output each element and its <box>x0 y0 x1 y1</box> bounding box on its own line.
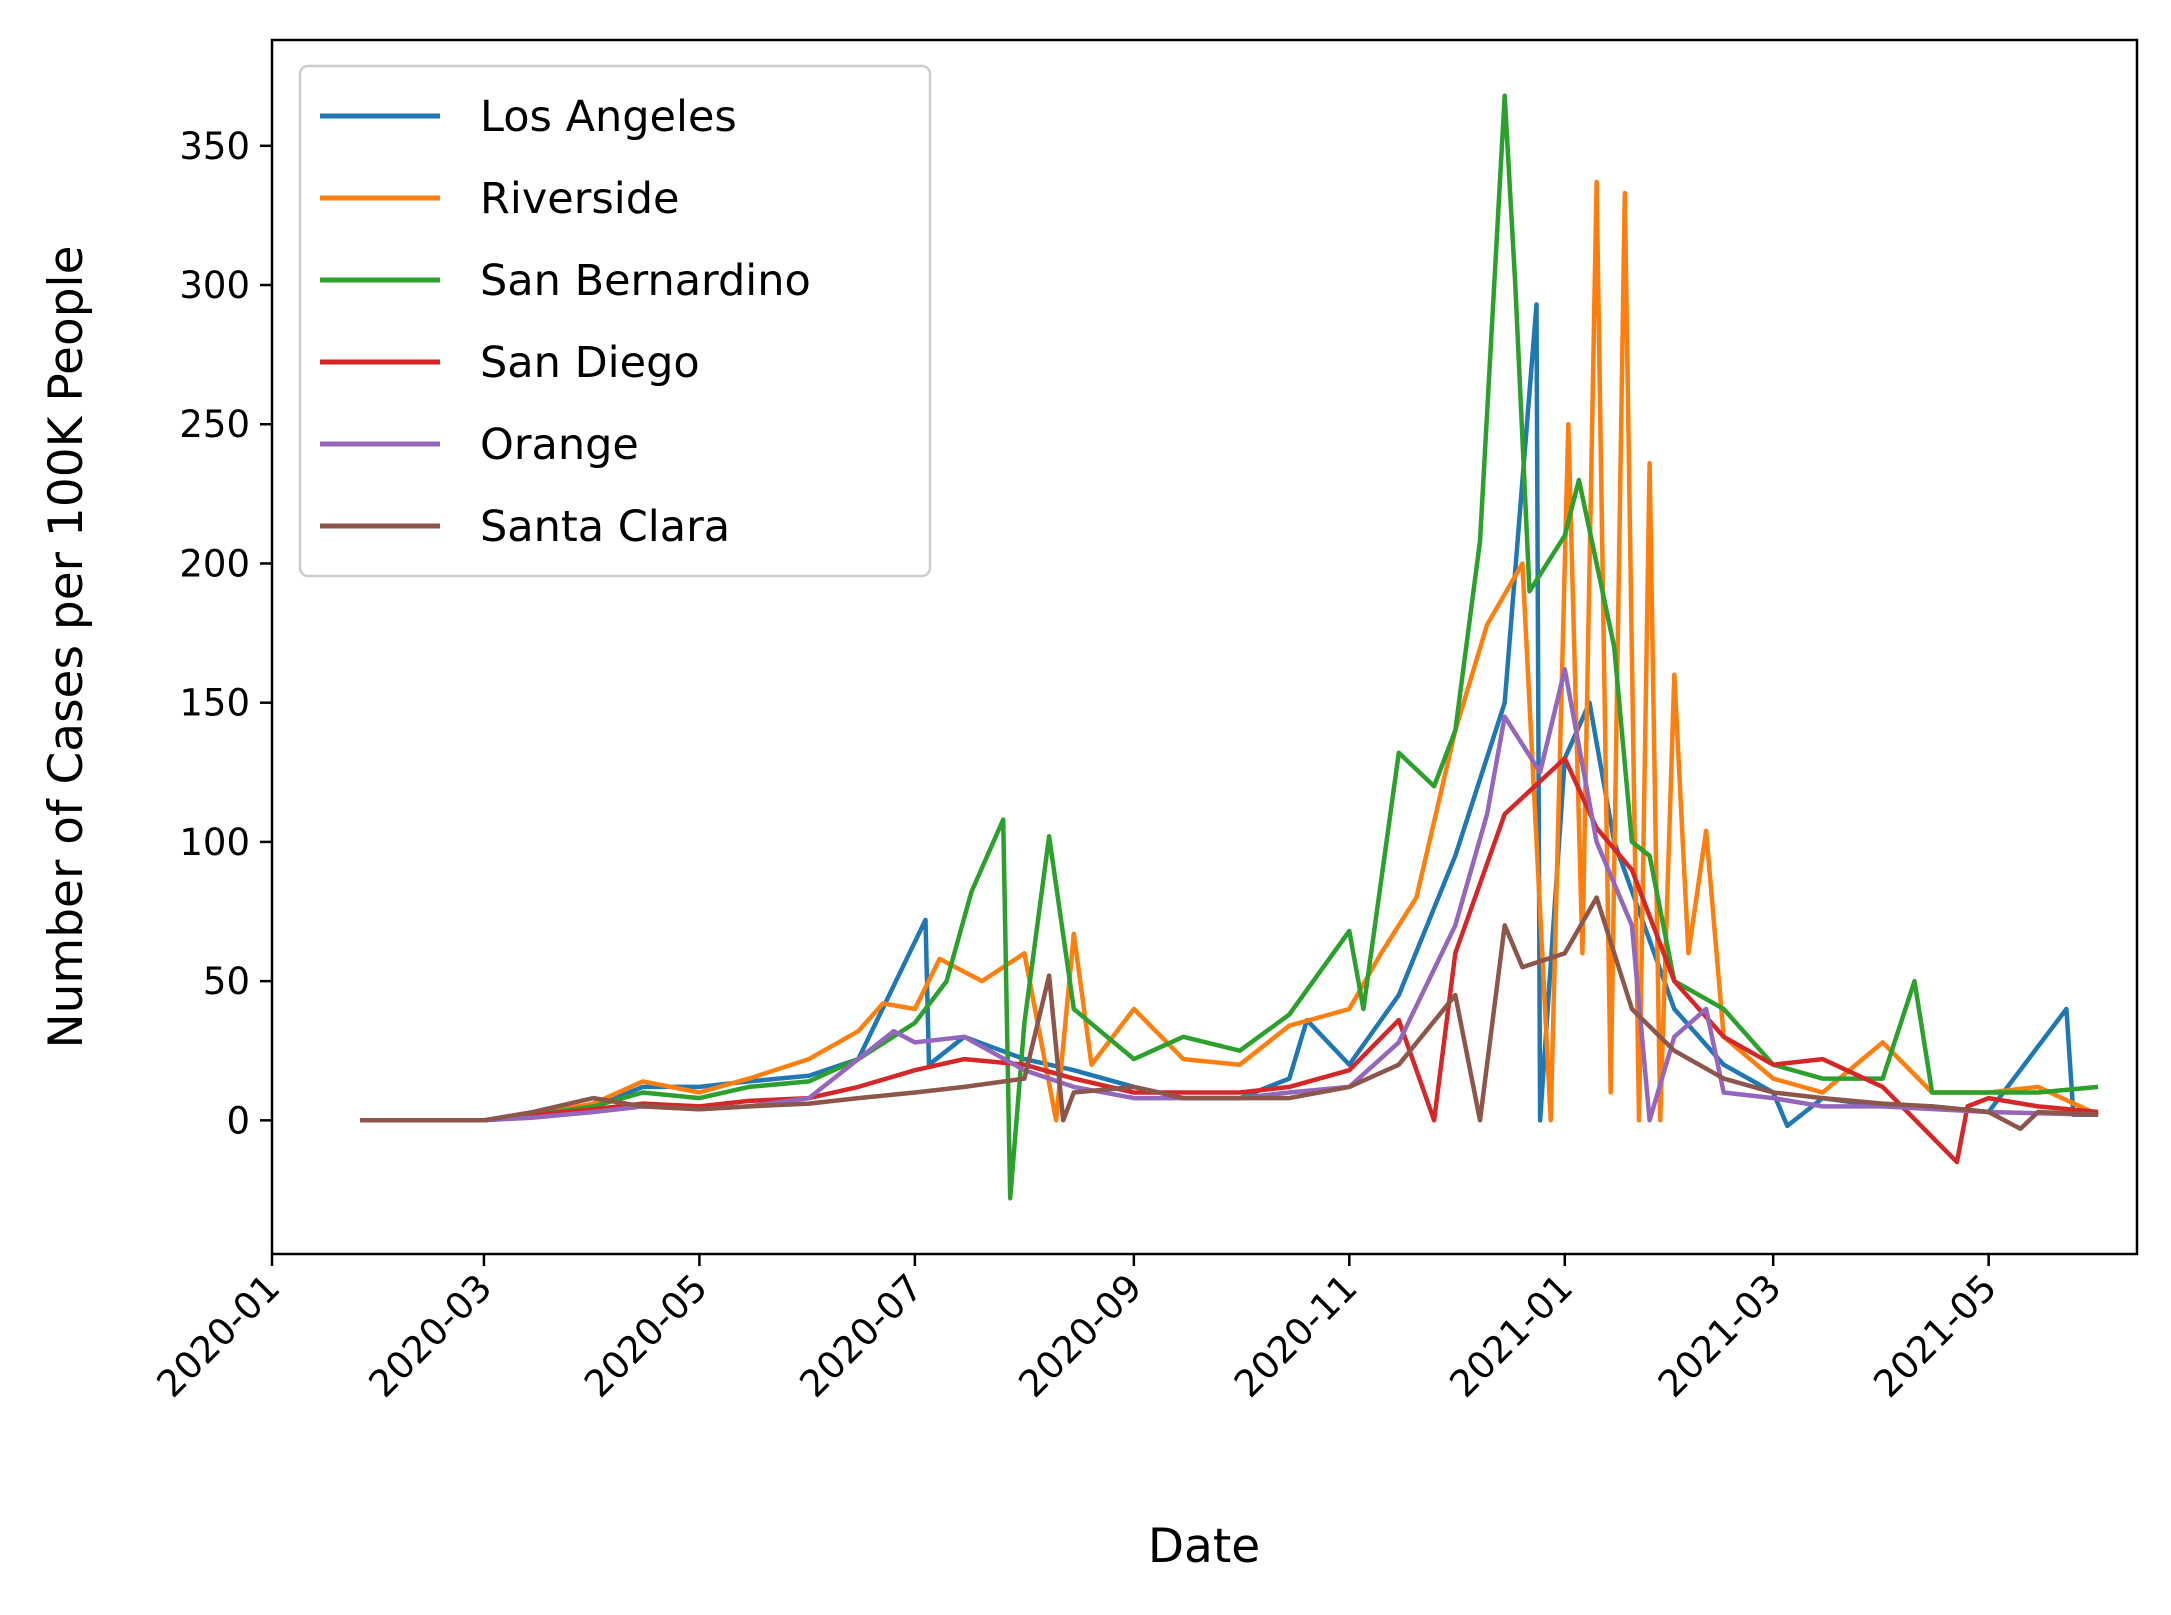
legend: Los Angeles Riverside San Bernardino San Di… <box>298 64 932 578</box>
series-line-2 <box>360 93 2099 1201</box>
plot-frame <box>270 38 2139 1256</box>
series-lines <box>360 93 2100 1201</box>
legend-label-5: Santa Clara <box>480 502 730 552</box>
legend-label-2: San Bernardino <box>480 256 811 306</box>
y-axis: 0 50 100 150 200 250 300 350 <box>179 125 272 1142</box>
y-tick-label-4: 200 <box>179 542 250 585</box>
legend-label-3: San Diego <box>480 338 700 388</box>
y-tick-label-2: 100 <box>179 821 250 864</box>
series-line-1 <box>360 179 2100 1123</box>
y-tick-label-7: 350 <box>179 125 250 168</box>
legend-label-0: Los Angeles <box>480 92 737 142</box>
y-axis-title: Number of Cases per 100K People <box>39 245 94 1048</box>
legend-label-1: Riverside <box>480 174 680 224</box>
y-tick-label-1: 50 <box>203 960 250 1003</box>
series-line-0 <box>360 302 2099 1129</box>
legend-frame <box>298 64 932 578</box>
series-line-3 <box>360 756 2099 1165</box>
y-tick-label-0: 0 <box>226 1099 250 1142</box>
series-line-5 <box>360 895 2099 1131</box>
x-axis-title: Date <box>1148 1519 1260 1574</box>
y-tick-label-3: 150 <box>179 682 250 725</box>
legend-label-4: Orange <box>480 420 639 470</box>
y-tick-label-6: 300 <box>179 264 250 307</box>
y-tick-label-5: 250 <box>179 403 250 446</box>
